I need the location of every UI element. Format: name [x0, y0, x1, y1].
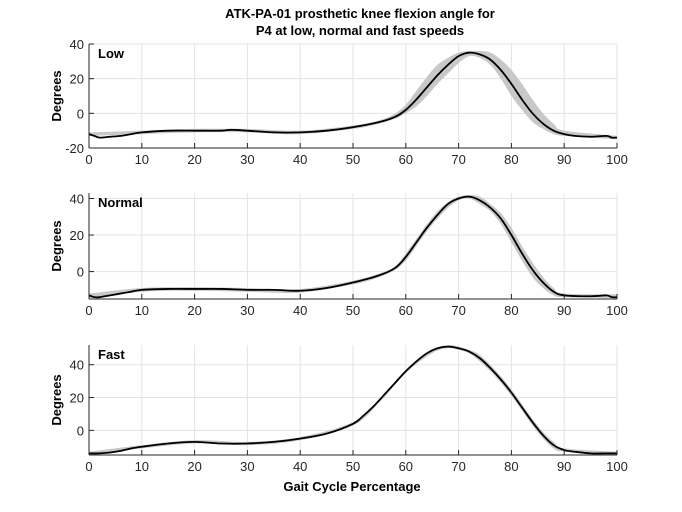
x-tick-label: 70	[451, 303, 465, 318]
x-tick-label: 10	[135, 152, 149, 167]
x-tick-label: 20	[187, 303, 201, 318]
x-tick-label: 80	[504, 303, 518, 318]
y-tick-label: 20	[70, 72, 84, 87]
x-tick-label: 60	[399, 152, 413, 167]
x-tick-label: 80	[504, 152, 518, 167]
x-tick-label: 0	[85, 152, 92, 167]
y-tick-label: 0	[77, 265, 84, 280]
panel-title: Low	[98, 46, 125, 61]
y-tick-label: 0	[77, 106, 84, 121]
chart-panel-normal: 0 10 20 30 40 50 60 70 80 90 100 0 20 40 Degrees Normal	[49, 191, 628, 318]
plot-area	[89, 50, 617, 140]
y-tick-label: 40	[70, 191, 84, 206]
y-tick-label: 40	[70, 37, 84, 52]
panel-title: Fast	[98, 347, 125, 362]
x-tick-label: 100	[606, 459, 628, 474]
x-tick-label: 100	[606, 303, 628, 318]
x-tick-label: 20	[187, 152, 201, 167]
x-tick-label: 60	[399, 303, 413, 318]
plot-area	[89, 345, 617, 455]
y-tick-label: 20	[70, 391, 84, 406]
x-tick-label: 90	[557, 459, 571, 474]
y-axis-label: Degrees	[49, 374, 64, 425]
panel-title: Normal	[98, 195, 143, 210]
y-tick-label: 20	[70, 228, 84, 243]
x-tick-label: 90	[557, 303, 571, 318]
plot-area	[89, 194, 617, 299]
x-axis-label: Gait Cycle Percentage	[283, 479, 420, 494]
x-tick-label: 0	[85, 459, 92, 474]
x-tick-label: 50	[346, 152, 360, 167]
x-tick-label: 100	[606, 152, 628, 167]
mean-line	[89, 51, 617, 139]
chart-panel-fast: 0 10 20 30 40 50 60 70 80 90 100 0 20 40 Degrees Fast	[49, 345, 628, 474]
x-tick-label: 60	[399, 459, 413, 474]
x-tick-label: 50	[346, 459, 360, 474]
x-tick-label: 30	[240, 459, 254, 474]
x-tick-label: 80	[504, 459, 518, 474]
y-tick-label: 0	[77, 423, 84, 438]
x-tick-label: 30	[240, 303, 254, 318]
figure-title-line1: ATK-PA-01 prosthetic knee flexion angle …	[225, 6, 495, 21]
x-tick-label: 10	[135, 303, 149, 318]
y-tick-label: -20	[65, 141, 84, 156]
x-tick-label: 20	[187, 459, 201, 474]
y-tick-label: 40	[70, 358, 84, 373]
mean-line	[89, 345, 617, 455]
figure-title-line2: P4 at low, normal and fast speeds	[256, 23, 464, 38]
x-tick-label: 0	[85, 303, 92, 318]
x-tick-label: 90	[557, 152, 571, 167]
x-tick-label: 70	[451, 152, 465, 167]
x-tick-label: 40	[293, 459, 307, 474]
variance-band	[89, 50, 617, 140]
x-tick-label: 40	[293, 152, 307, 167]
y-axis-label: Degrees	[49, 220, 64, 271]
y-axis-label: Degrees	[49, 70, 64, 121]
x-tick-label: 70	[451, 459, 465, 474]
mean-line	[89, 195, 617, 299]
panels-group: 0 10 20 30 40 50 60 70 80 90 100-2002040DegreesLow…	[49, 37, 628, 474]
x-tick-label: 50	[346, 303, 360, 318]
x-tick-label: 30	[240, 152, 254, 167]
x-tick-label: 10	[135, 459, 149, 474]
x-tick-label: 40	[293, 303, 307, 318]
